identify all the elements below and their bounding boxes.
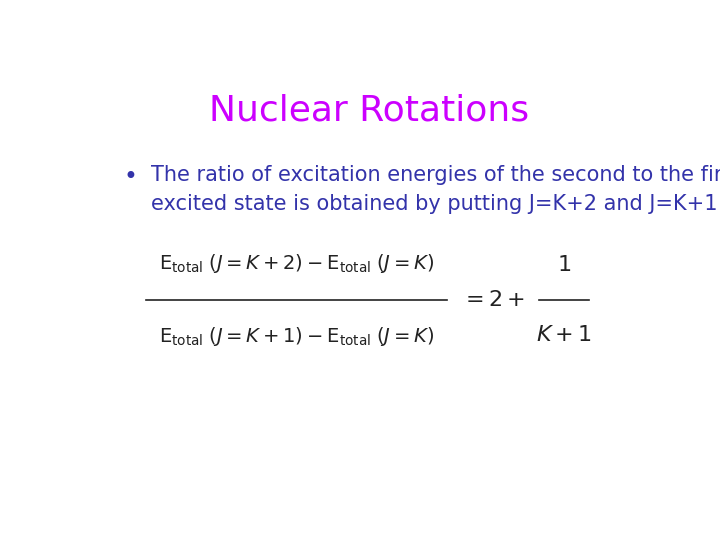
Text: $1$: $1$: [557, 255, 572, 275]
Text: $\mathrm{E}_{\mathrm{total}}\;(J = K + 2) - \mathrm{E}_{\mathrm{total}}\;(J = K): $\mathrm{E}_{\mathrm{total}}\;(J = K + 2…: [159, 252, 434, 275]
Text: $= 2 +$: $= 2 +$: [461, 290, 525, 310]
Text: $K + 1$: $K + 1$: [536, 325, 593, 345]
Text: $\mathrm{E}_{\mathrm{total}}\;(J = K + 1) - \mathrm{E}_{\mathrm{total}}\;(J = K): $\mathrm{E}_{\mathrm{total}}\;(J = K + 1…: [159, 325, 434, 348]
Text: excited state is obtained by putting J=K+2 and J=K+1: excited state is obtained by putting J=K…: [151, 194, 718, 214]
Text: Nuclear Rotations: Nuclear Rotations: [209, 94, 529, 128]
Text: The ratio of excitation energies of the second to the first: The ratio of excitation energies of the …: [151, 165, 720, 185]
Text: •: •: [124, 165, 138, 188]
